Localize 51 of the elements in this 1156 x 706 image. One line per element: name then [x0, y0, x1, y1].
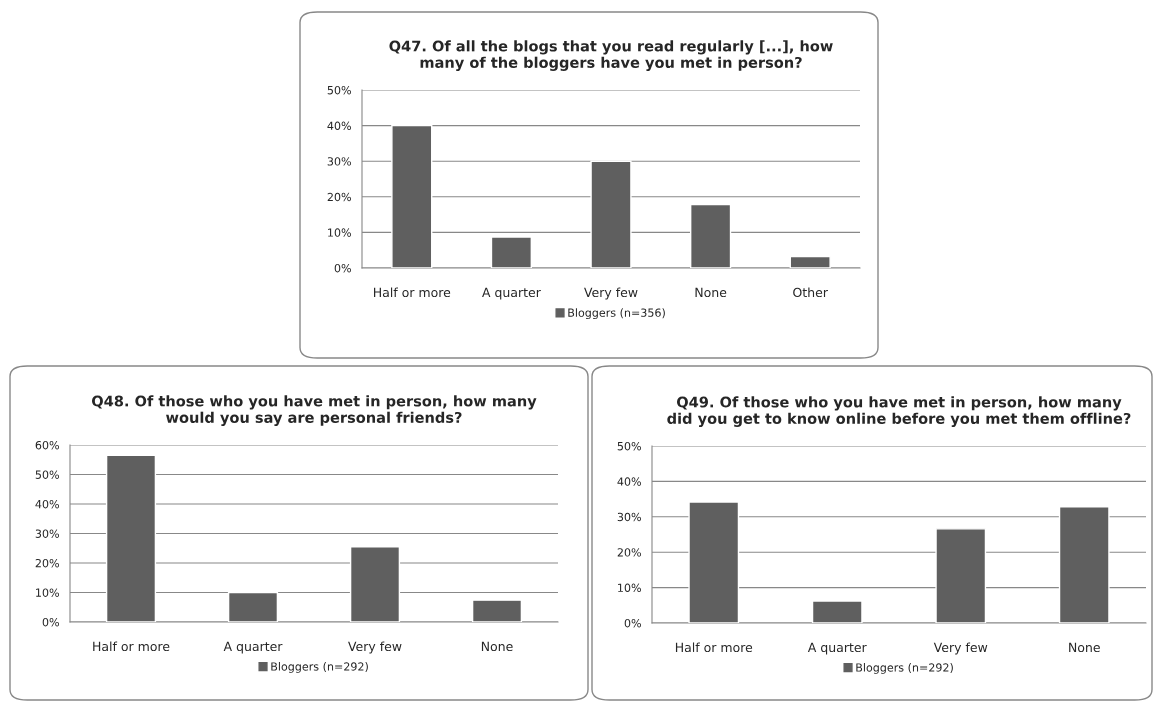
bar — [349, 546, 401, 622]
bar — [105, 454, 157, 622]
x-tick-label: Very few — [348, 641, 402, 654]
y-tick-label: 60% — [35, 440, 59, 450]
bar — [1058, 506, 1110, 623]
chart-title: Q47. Of all the blogs that you read regularly [...], how many of the bloggers have you met in person? — [389, 40, 833, 71]
bar — [490, 236, 533, 268]
x-tick-label: None — [1069, 642, 1100, 653]
y-tick-label: 10% — [618, 583, 641, 592]
bar — [227, 591, 279, 622]
x-tick-label: Half or more — [374, 287, 451, 298]
y-tick-label: 20% — [35, 558, 59, 568]
y-tick-label: 30% — [617, 512, 641, 522]
bar — [789, 255, 831, 268]
bar — [689, 203, 732, 268]
x-tick-label: None — [481, 641, 513, 652]
bar — [391, 124, 433, 268]
x-tick-label: A quarter — [482, 287, 541, 300]
y-tick-label: 20% — [327, 192, 351, 202]
bar — [590, 160, 632, 268]
y-tick-label: 50% — [327, 85, 351, 95]
bar — [688, 501, 740, 623]
y-tick-label: 50% — [35, 470, 59, 479]
x-tick-label: Very few — [933, 642, 988, 655]
legend-label: Bloggers (n=356) — [568, 308, 665, 320]
x-tick-label: Other — [793, 287, 828, 298]
y-tick-label: 10% — [328, 228, 351, 237]
y-tick-label: 40% — [35, 499, 59, 509]
y-tick-label: 40% — [327, 121, 351, 130]
y-tick-label: 0% — [42, 617, 59, 627]
x-tick-label: None — [695, 287, 727, 298]
bar — [935, 528, 987, 623]
legend-label: Bloggers (n=292) — [856, 663, 953, 674]
x-tick-label: Very few — [584, 287, 638, 300]
bar — [811, 600, 863, 623]
chart-title: Q48. Of those who you have met in person, how many would you say are personal friends? — [91, 395, 537, 426]
bar — [471, 599, 523, 622]
chart-title: Q49. Of those who you have met in person, how many did you get to know online before you met them offline? — [667, 396, 1131, 427]
x-tick-label: A quarter — [223, 641, 283, 654]
y-tick-label: 10% — [36, 588, 59, 597]
x-tick-label: Half or more — [93, 641, 170, 652]
y-tick-label: 50% — [617, 441, 641, 451]
y-tick-label: 20% — [617, 548, 641, 557]
y-tick-label: 30% — [35, 529, 59, 538]
x-tick-label: Half or more — [675, 642, 753, 653]
legend-label: Bloggers (n=292) — [271, 662, 368, 673]
y-tick-label: 0% — [624, 618, 641, 628]
y-tick-label: 40% — [617, 477, 641, 486]
y-tick-label: 0% — [334, 263, 351, 273]
x-tick-label: A quarter — [807, 642, 867, 655]
y-tick-label: 30% — [327, 157, 351, 166]
